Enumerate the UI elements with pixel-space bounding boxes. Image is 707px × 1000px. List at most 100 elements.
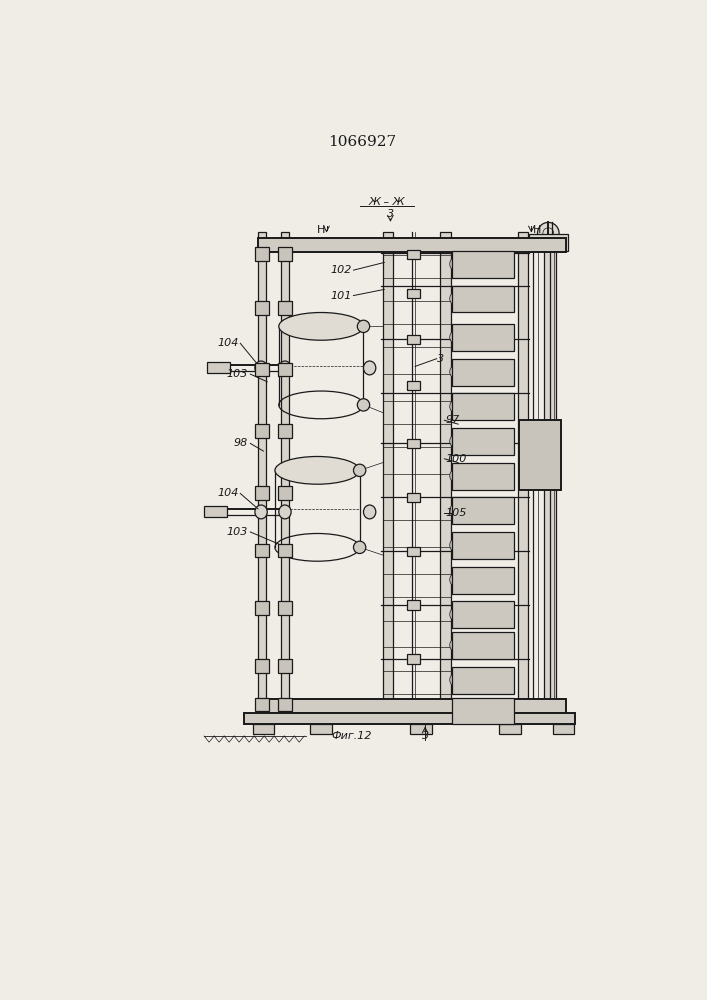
Bar bbox=[255, 363, 269, 376]
Bar bbox=[452, 632, 514, 659]
Text: 101: 101 bbox=[331, 291, 352, 301]
Ellipse shape bbox=[450, 470, 457, 481]
Bar bbox=[452, 286, 514, 312]
Ellipse shape bbox=[450, 366, 457, 377]
Bar bbox=[207, 362, 230, 373]
Bar bbox=[255, 486, 269, 500]
Ellipse shape bbox=[357, 399, 370, 411]
Text: Н: Н bbox=[532, 225, 541, 235]
Bar bbox=[518, 232, 527, 713]
Ellipse shape bbox=[275, 456, 360, 484]
Ellipse shape bbox=[450, 259, 457, 269]
Bar bbox=[519, 420, 561, 490]
Bar bbox=[278, 486, 292, 500]
Bar bbox=[452, 251, 514, 278]
Bar bbox=[407, 654, 420, 664]
Bar bbox=[204, 506, 227, 517]
Bar bbox=[255, 424, 269, 438]
Text: 102: 102 bbox=[331, 265, 352, 275]
Text: Фиг.12: Фиг.12 bbox=[332, 731, 372, 741]
Bar bbox=[278, 301, 292, 315]
Bar bbox=[452, 324, 514, 351]
Bar bbox=[407, 600, 420, 610]
Ellipse shape bbox=[354, 464, 366, 477]
Text: 100: 100 bbox=[446, 454, 467, 464]
Bar bbox=[278, 247, 292, 261]
Ellipse shape bbox=[279, 312, 363, 340]
Text: 3: 3 bbox=[437, 354, 444, 364]
Bar bbox=[278, 601, 292, 615]
Bar bbox=[255, 544, 269, 557]
Bar bbox=[255, 601, 269, 615]
Bar bbox=[553, 724, 575, 734]
Bar bbox=[452, 393, 514, 420]
Bar bbox=[452, 567, 514, 594]
Bar bbox=[499, 724, 520, 734]
Bar bbox=[407, 250, 420, 259]
Text: 3: 3 bbox=[387, 209, 394, 219]
Ellipse shape bbox=[450, 436, 457, 446]
Ellipse shape bbox=[354, 541, 366, 554]
Bar bbox=[255, 698, 269, 711]
Ellipse shape bbox=[450, 540, 457, 550]
Text: Ж – Ж: Ж – Ж bbox=[368, 197, 405, 207]
Bar bbox=[452, 463, 514, 490]
Bar bbox=[278, 544, 292, 557]
Text: Н: Н bbox=[317, 225, 325, 235]
Bar bbox=[407, 289, 420, 298]
Ellipse shape bbox=[537, 222, 559, 244]
Bar bbox=[452, 428, 514, 455]
Text: 103: 103 bbox=[227, 369, 248, 379]
Text: 3: 3 bbox=[421, 731, 428, 741]
Ellipse shape bbox=[450, 574, 457, 585]
Text: 105: 105 bbox=[446, 508, 467, 518]
Text: 103: 103 bbox=[227, 527, 248, 537]
Bar bbox=[452, 532, 514, 559]
Text: 104: 104 bbox=[217, 488, 239, 498]
Ellipse shape bbox=[450, 505, 457, 516]
Ellipse shape bbox=[450, 674, 457, 685]
Bar bbox=[278, 363, 292, 376]
Bar bbox=[407, 493, 420, 502]
Bar bbox=[407, 335, 420, 344]
Bar bbox=[529, 234, 568, 251]
Ellipse shape bbox=[450, 332, 457, 343]
Bar bbox=[452, 601, 514, 628]
Ellipse shape bbox=[450, 640, 457, 651]
Bar bbox=[452, 698, 514, 724]
Bar bbox=[281, 232, 288, 701]
Bar bbox=[382, 232, 393, 701]
Bar bbox=[452, 667, 514, 694]
Ellipse shape bbox=[363, 361, 376, 375]
Bar bbox=[258, 232, 266, 701]
Ellipse shape bbox=[255, 505, 267, 519]
Bar bbox=[407, 547, 420, 556]
Bar bbox=[407, 439, 420, 448]
Ellipse shape bbox=[450, 293, 457, 304]
Bar bbox=[440, 232, 450, 701]
Ellipse shape bbox=[450, 609, 457, 620]
Bar bbox=[252, 724, 274, 734]
Ellipse shape bbox=[279, 361, 291, 375]
Bar bbox=[310, 724, 332, 734]
Text: 104: 104 bbox=[217, 338, 239, 348]
Bar bbox=[452, 497, 514, 524]
Ellipse shape bbox=[450, 401, 457, 412]
Text: 97: 97 bbox=[446, 415, 460, 425]
Ellipse shape bbox=[543, 228, 554, 239]
Ellipse shape bbox=[279, 505, 291, 519]
Text: 98: 98 bbox=[234, 438, 248, 448]
Bar bbox=[255, 659, 269, 673]
Bar bbox=[278, 698, 292, 711]
Text: 1066927: 1066927 bbox=[328, 135, 397, 149]
Ellipse shape bbox=[255, 361, 267, 375]
Bar bbox=[278, 659, 292, 673]
Bar bbox=[255, 247, 269, 261]
Bar bbox=[258, 238, 566, 252]
Bar bbox=[544, 232, 556, 713]
Bar bbox=[255, 301, 269, 315]
Ellipse shape bbox=[357, 320, 370, 333]
Ellipse shape bbox=[363, 505, 376, 519]
Bar bbox=[258, 699, 566, 713]
Bar bbox=[411, 724, 432, 734]
